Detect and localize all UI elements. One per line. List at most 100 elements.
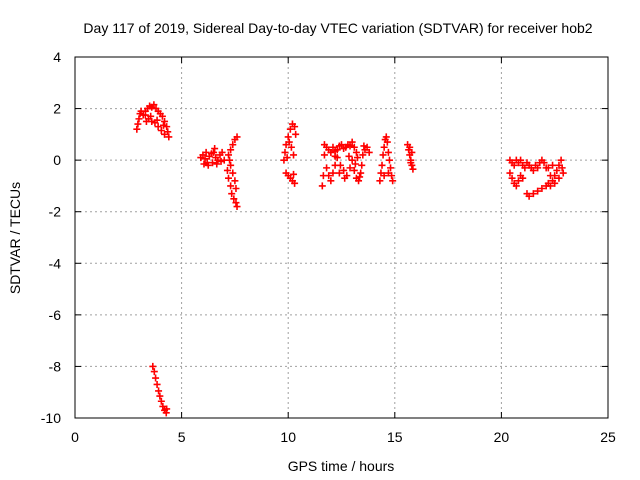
data-point-marker [350, 143, 358, 151]
data-point-marker [378, 161, 386, 169]
data-point-marker [318, 182, 326, 190]
data-point-marker [154, 123, 162, 131]
data-point-marker [358, 161, 366, 169]
data-point-marker [157, 397, 165, 405]
data-point-marker [225, 174, 233, 182]
data-point-marker [346, 142, 354, 150]
data-point-marker [348, 138, 356, 146]
axis-ticks: 0 5 10 15 20 25 -10 -8 -6 -4 -2 0 2 4 [41, 49, 616, 445]
data-point-marker [380, 143, 388, 151]
data-point-marker [157, 126, 165, 134]
data-point-marker [158, 112, 166, 120]
data-point-marker [214, 156, 222, 164]
data-point-marker [382, 133, 390, 141]
data-point-marker [284, 133, 292, 141]
data-point-marker [223, 166, 231, 174]
y-tick-label: 4 [53, 49, 61, 65]
data-point-marker [218, 148, 226, 156]
data-point-marker [341, 174, 349, 182]
data-point-marker [329, 143, 337, 151]
chart-title: Day 117 of 2019, Sidereal Day-to-day VTE… [83, 20, 592, 36]
data-point-marker [558, 164, 566, 172]
data-point-marker [346, 164, 354, 172]
data-point-marker [510, 161, 518, 169]
data-point-marker [153, 116, 161, 124]
data-point-marker [538, 185, 546, 193]
data-point-marker [163, 405, 171, 413]
data-point-marker [161, 130, 169, 138]
data-point-marker [327, 177, 335, 185]
plot-frame [74, 56, 609, 419]
data-point-marker [232, 199, 240, 207]
data-point-marker [356, 173, 364, 181]
x-tick-label: 10 [280, 429, 296, 445]
data-point-marker [226, 156, 234, 164]
data-point-marker [291, 179, 299, 187]
x-tick-label: 5 [178, 429, 186, 445]
data-point-marker [345, 152, 353, 160]
data-point-marker [383, 138, 391, 146]
data-point-marker [380, 172, 388, 180]
data-point-marker [230, 195, 238, 203]
data-point-marker [281, 148, 289, 156]
data-point-marker [529, 166, 537, 174]
x-tick-label: 20 [494, 429, 510, 445]
data-point-marker [159, 402, 167, 410]
data-point-marker [286, 125, 294, 133]
data-point-marker [165, 133, 173, 141]
data-point-marker [514, 177, 522, 185]
data-point-marker [292, 130, 300, 138]
data-point-marker [227, 182, 235, 190]
data-point-marker [150, 368, 158, 376]
data-point-marker [351, 160, 359, 168]
data-point-marker [327, 148, 335, 156]
data-point-marker [363, 143, 371, 151]
data-point-marker [365, 148, 373, 156]
data-point-marker [225, 151, 233, 159]
data-point-marker [201, 155, 209, 163]
data-point-marker [544, 164, 552, 172]
data-point-marker [335, 169, 343, 177]
data-point-marker [163, 123, 171, 131]
data-point-marker [553, 166, 561, 174]
data-point-marker [141, 111, 149, 119]
data-point-marker [228, 190, 236, 198]
data-point-marker [325, 172, 333, 180]
data-point-marker [348, 156, 356, 164]
data-point-marker [409, 165, 417, 173]
data-point-marker [150, 101, 158, 109]
data-point-marker [350, 166, 358, 174]
data-point-marker [408, 148, 416, 156]
y-axis-label: SDTVAR / TECUs [7, 182, 23, 294]
data-point-marker [508, 174, 516, 182]
data-point-marker [555, 174, 563, 182]
data-point-marker [338, 141, 345, 149]
data-point-marker [379, 151, 387, 159]
x-tick-label: 25 [600, 429, 616, 445]
data-point-marker [546, 172, 554, 180]
data-point-marker [512, 182, 520, 190]
data-point-marker [209, 159, 217, 167]
y-tick-label: 0 [53, 152, 61, 168]
x-tick-label: 0 [71, 429, 79, 445]
data-points [133, 101, 567, 417]
data-point-marker [152, 374, 160, 382]
data-point-marker [134, 120, 142, 128]
data-point-marker [329, 169, 337, 177]
y-tick-label: -8 [49, 358, 62, 374]
data-point-marker [227, 161, 235, 169]
data-point-marker [357, 169, 365, 177]
data-point-marker [359, 151, 367, 159]
data-point-marker [406, 143, 414, 151]
data-point-marker [147, 112, 155, 120]
data-point-marker [227, 146, 235, 154]
data-point-marker [320, 151, 328, 159]
data-point-marker [149, 362, 157, 370]
data-point-marker [233, 133, 241, 141]
data-point-marker [407, 159, 415, 167]
data-point-marker [155, 387, 163, 395]
data-point-marker [202, 148, 210, 156]
data-point-marker [385, 156, 393, 164]
data-point-marker [389, 177, 397, 185]
data-point-marker [517, 156, 525, 164]
